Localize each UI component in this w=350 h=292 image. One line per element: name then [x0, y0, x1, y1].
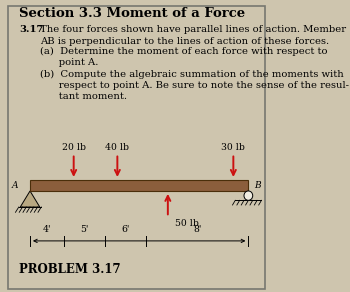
- Text: 3.17: 3.17: [19, 25, 43, 34]
- Text: Section 3.3 Moment of a Force: Section 3.3 Moment of a Force: [19, 7, 245, 20]
- Text: The four forces shown have parallel lines of action. Member: The four forces shown have parallel line…: [40, 25, 346, 34]
- Text: 6': 6': [121, 225, 130, 234]
- Text: A: A: [12, 180, 18, 190]
- Text: (a)  Determine the moment of each force with respect to: (a) Determine the moment of each force w…: [40, 47, 327, 56]
- Text: AB is perpendicular to the lines of action of these forces.: AB is perpendicular to the lines of acti…: [40, 36, 329, 46]
- Text: B: B: [254, 180, 261, 190]
- Text: 8': 8': [193, 225, 201, 234]
- Text: respect to point A. Be sure to note the sense of the resul-: respect to point A. Be sure to note the …: [40, 81, 349, 90]
- Text: 50 lb: 50 lb: [175, 219, 198, 228]
- FancyBboxPatch shape: [30, 180, 248, 191]
- Text: 20 lb: 20 lb: [62, 143, 86, 152]
- Text: 4': 4': [43, 225, 51, 234]
- Text: 30 lb: 30 lb: [222, 143, 245, 152]
- Text: (b)  Compute the algebraic summation of the moments with: (b) Compute the algebraic summation of t…: [40, 69, 343, 79]
- Text: point A.: point A.: [40, 58, 98, 67]
- Polygon shape: [20, 191, 40, 207]
- Text: 40 lb: 40 lb: [105, 143, 130, 152]
- Text: 5': 5': [80, 225, 89, 234]
- Text: tant moment.: tant moment.: [40, 92, 127, 101]
- Text: PROBLEM 3.17: PROBLEM 3.17: [19, 263, 121, 276]
- Circle shape: [244, 191, 253, 200]
- FancyBboxPatch shape: [8, 6, 265, 289]
